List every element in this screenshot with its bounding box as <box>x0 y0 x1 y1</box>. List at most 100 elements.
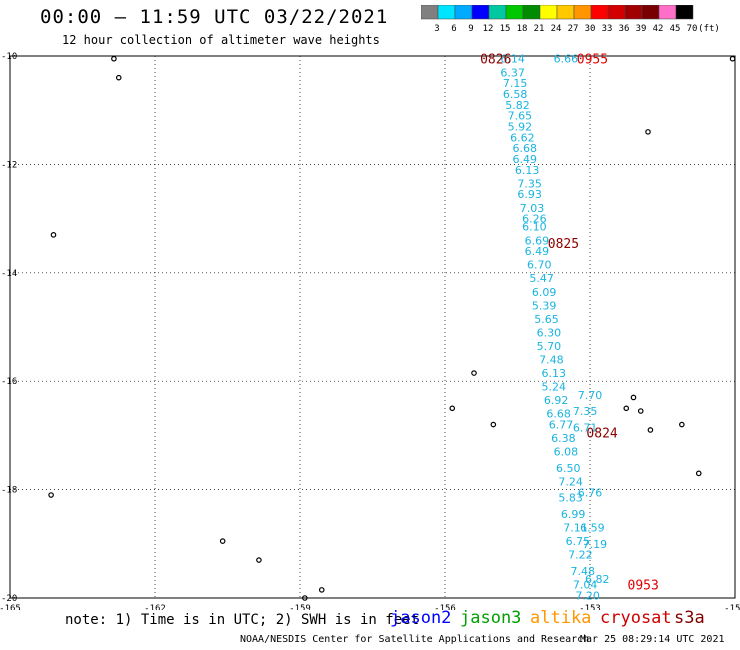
wave-height-value: 7.15 <box>503 77 528 90</box>
wave-height-value: 6.66 <box>554 53 579 66</box>
wave-height-value: 6.99 <box>561 508 586 521</box>
island-outline <box>449 405 456 412</box>
generated-timestamp: Mar 25 08:29:14 UTC 2021 <box>580 634 725 645</box>
island-outline <box>471 370 477 376</box>
wave-height-value: 5.92 <box>508 120 533 133</box>
wave-height-value: 6.58 <box>503 88 528 101</box>
pass-time-label: 0826 <box>480 53 511 68</box>
wave-height-value: 6.49 <box>525 245 550 258</box>
wave-height-value: 6.49 <box>513 153 538 166</box>
colorbar-label: 36 <box>619 24 630 34</box>
x-tick-label: -153 <box>579 604 601 610</box>
wave-height-value: 6.77 <box>549 419 574 432</box>
colorbar-label: 9 <box>468 24 473 34</box>
wave-height-value: 6.68 <box>513 142 538 155</box>
colorbar-label: 33 <box>602 24 613 34</box>
wave-height-value: 6.50 <box>556 462 581 475</box>
wave-height-value: 6.09 <box>532 286 557 299</box>
wave-height-value: 6.76 <box>578 486 603 499</box>
wave-height-value: 7.22 <box>568 549 593 562</box>
credit-line: NOAA/NESDIS Center for Satellite Applica… <box>240 634 590 645</box>
wave-height-value: 6.26 <box>522 213 547 226</box>
color-scale-legend: 3 6 9 12 15 18 21 24 27 30 33 36 39 42 45 70 (ft) <box>421 5 720 34</box>
x-tick-label: -156 <box>434 604 456 610</box>
pass-time-label: 0955 <box>577 53 608 68</box>
y-tick-label: -18 <box>1 486 17 496</box>
pass-time-label: 0824 <box>586 427 617 442</box>
colorbar-label: 24 <box>551 24 562 34</box>
colorbar-label: 15 <box>500 24 511 34</box>
colorbar-label: 30 <box>585 24 596 34</box>
wave-height-value: 6.75 <box>566 535 591 548</box>
pass-time-label: 0825 <box>548 237 579 252</box>
colorbar-label: 12 <box>483 24 494 34</box>
island-outline <box>647 427 654 433</box>
wave-height-value: 5.39 <box>532 299 557 312</box>
x-tick-label: -150 <box>724 604 740 610</box>
chart-title: 00:00 – 11:59 UTC 03/22/2021 <box>40 6 389 28</box>
colorbar-label: 18 <box>517 24 528 34</box>
wave-height-value: 6.93 <box>517 188 542 201</box>
y-tick-label: -14 <box>1 269 17 279</box>
colorbar-swatch <box>675 5 694 20</box>
wave-height-value: 5.47 <box>529 272 554 285</box>
wave-height-value: 5.83 <box>558 492 583 505</box>
wave-height-value: 6.62 <box>510 131 535 144</box>
island-outline <box>637 408 644 414</box>
wave-height-value: 6.92 <box>544 394 569 407</box>
island-outline <box>302 595 308 601</box>
wave-height-value: 6.30 <box>537 326 562 339</box>
colorbar-label: 27 <box>568 24 579 34</box>
colorbar-label: 21 <box>534 24 545 34</box>
island-outline <box>679 421 685 428</box>
wave-height-value: 7.65 <box>508 110 533 123</box>
wave-height-value: 7.24 <box>558 475 583 488</box>
wave-height-value: 6.38 <box>551 432 576 445</box>
chart-subtitle: 12 hour collection of altimeter wave hei… <box>62 33 380 47</box>
wave-height-value: 5.70 <box>537 340 562 353</box>
wave-height-value: 6.68 <box>546 408 571 421</box>
y-tick-label: -20 <box>1 594 17 604</box>
y-tick-label: -16 <box>1 377 17 387</box>
x-tick-label: -162 <box>144 604 166 610</box>
wave-height-value: 6.08 <box>554 446 579 459</box>
wave-height-value: 7.11 <box>563 522 588 535</box>
wave-height-value: 7.48 <box>539 354 564 367</box>
island-outline <box>115 74 122 81</box>
wave-height-value: 7.35 <box>573 405 598 418</box>
island-outline <box>490 421 497 428</box>
wave-height-value: 6.69 <box>525 234 550 247</box>
legend-note: note: 1) Time is in UTC; 2) SWH is in fe… <box>65 612 420 628</box>
island-outline <box>219 538 226 544</box>
wave-height-value: 6.37 <box>500 66 525 79</box>
wave-height-map: -165 -162 -159 -156 -153 -150 -10 -12 -14 -16 -18 -… <box>0 52 740 610</box>
wave-height-value: 6.14 <box>500 53 525 66</box>
legend-s3a: s3a <box>674 608 705 628</box>
pass-time-label: 0953 <box>628 578 659 593</box>
wave-height-value: 5.24 <box>542 381 567 394</box>
colorbar-label: 70 <box>687 24 698 34</box>
island-outline <box>318 587 325 593</box>
wave-height-value: 7.03 <box>520 202 545 215</box>
wave-height-value: 6.82 <box>585 573 610 586</box>
island-outline <box>630 394 637 401</box>
island-outline <box>623 405 630 412</box>
wave-height-value: 5.65 <box>534 313 559 326</box>
island-outline <box>50 232 57 238</box>
legend-jason2: jason2 <box>390 608 452 628</box>
legend-cryosat: cryosat <box>600 608 672 628</box>
legend-altika: altika <box>530 608 592 628</box>
wave-height-value: 7.48 <box>571 565 596 578</box>
wave-height-value: 5.82 <box>505 99 530 112</box>
wave-height-value: 7.35 <box>517 177 542 190</box>
wave-height-value: 6.10 <box>522 221 547 234</box>
island-outline <box>645 129 651 135</box>
colorbar-label: 39 <box>636 24 647 34</box>
colorbar-label: 42 <box>653 24 664 34</box>
island-outline <box>695 470 702 477</box>
wave-height-value: 7.04 <box>573 578 598 591</box>
wave-height-value: 6.71 <box>573 421 598 434</box>
y-tick-label: -12 <box>1 160 17 170</box>
island-outline <box>111 55 117 62</box>
x-tick-label: -165 <box>0 604 21 610</box>
